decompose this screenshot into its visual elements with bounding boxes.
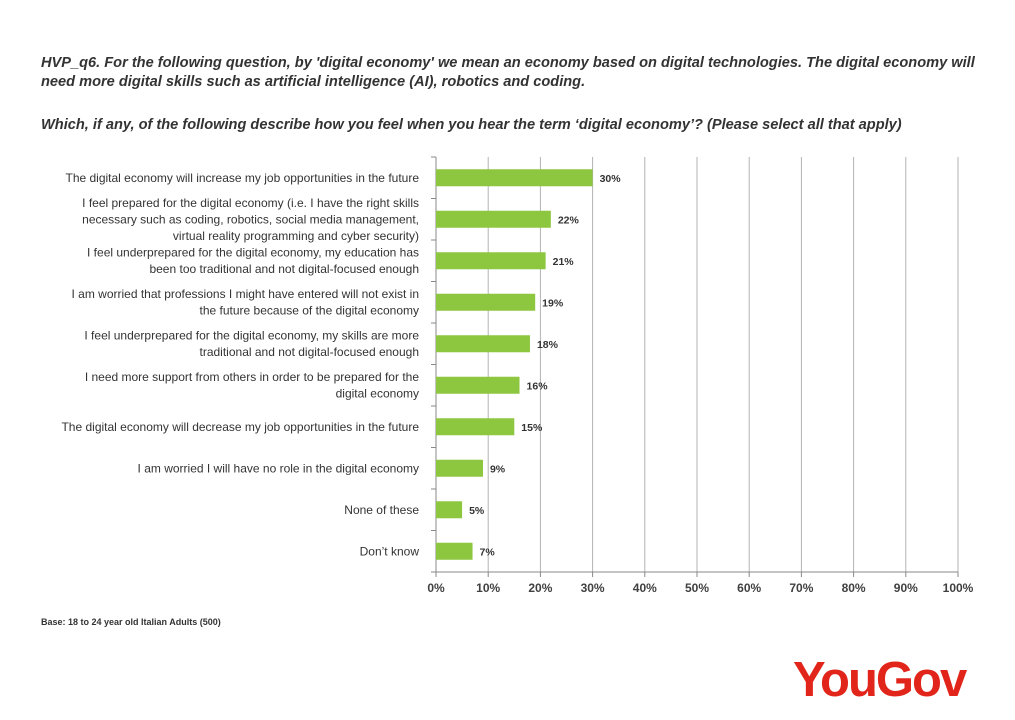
category-label: None of these	[344, 503, 419, 517]
bar	[436, 459, 483, 477]
question-text: HVP_q6. For the following question, by '…	[41, 55, 975, 90]
category-label: I feel underprepared for the digital eco…	[87, 246, 419, 260]
question-prompt: Which, if any, of the following describe…	[41, 117, 902, 133]
category-label: necessary such as coding, robotics, soci…	[82, 212, 419, 226]
bar	[436, 376, 520, 394]
bar	[436, 335, 530, 353]
x-tick-label: 70%	[789, 581, 813, 595]
bar	[436, 542, 473, 560]
category-label: digital economy	[336, 387, 419, 401]
logo-wordmark: YouGov	[793, 653, 968, 704]
bar-value-label: 15%	[521, 422, 543, 434]
category-label: The digital economy will increase my job…	[65, 171, 419, 185]
category-label: The digital economy will decrease my job…	[61, 420, 419, 434]
bar-value-label: 30%	[600, 173, 622, 185]
yougov-logo: YouGov	[793, 653, 970, 704]
category-label: I am worried I will have no role in the …	[138, 461, 419, 475]
bar-value-label: 9%	[490, 463, 506, 475]
x-tick-label: 100%	[943, 581, 974, 595]
x-tick-label: 20%	[528, 581, 552, 595]
category-label: been too traditional and not digital-foc…	[149, 262, 419, 276]
bar	[436, 501, 463, 519]
category-label: I am worried that professions I might ha…	[72, 287, 420, 301]
bar	[436, 252, 546, 270]
x-tick-label: 10%	[476, 581, 500, 595]
bar	[436, 210, 551, 228]
x-tick-label: 40%	[633, 581, 657, 595]
x-tick-label: 60%	[737, 581, 761, 595]
x-tick-label: 0%	[427, 581, 445, 595]
x-tick-label: 90%	[894, 581, 918, 595]
bar	[436, 418, 515, 436]
base-note: Base: 18 to 24 year old Italian Adults (…	[41, 617, 221, 627]
category-label: I need more support from others in order…	[85, 370, 420, 384]
bar-value-label: 18%	[537, 339, 559, 351]
category-label: I feel prepared for the digital economy …	[82, 196, 419, 210]
bar-value-label: 19%	[542, 297, 564, 309]
bar-value-label: 16%	[527, 380, 549, 392]
bar	[436, 169, 593, 187]
category-label: virtual reality programming and cyber se…	[173, 229, 419, 243]
x-tick-label: 30%	[581, 581, 605, 595]
category-label: traditional and not digital-focused enou…	[200, 345, 420, 359]
x-tick-label: 50%	[685, 581, 709, 595]
bar-value-label: 21%	[553, 256, 575, 268]
category-label: I feel underprepared for the digital eco…	[84, 329, 419, 343]
bar-value-label: 5%	[469, 505, 485, 517]
category-label: Don’t know	[360, 544, 420, 558]
bar-value-label: 22%	[558, 214, 580, 226]
x-tick-label: 80%	[842, 581, 866, 595]
category-label: the future because of the digital econom…	[200, 304, 419, 318]
bar-value-label: 7%	[480, 546, 496, 558]
bar	[436, 293, 536, 311]
